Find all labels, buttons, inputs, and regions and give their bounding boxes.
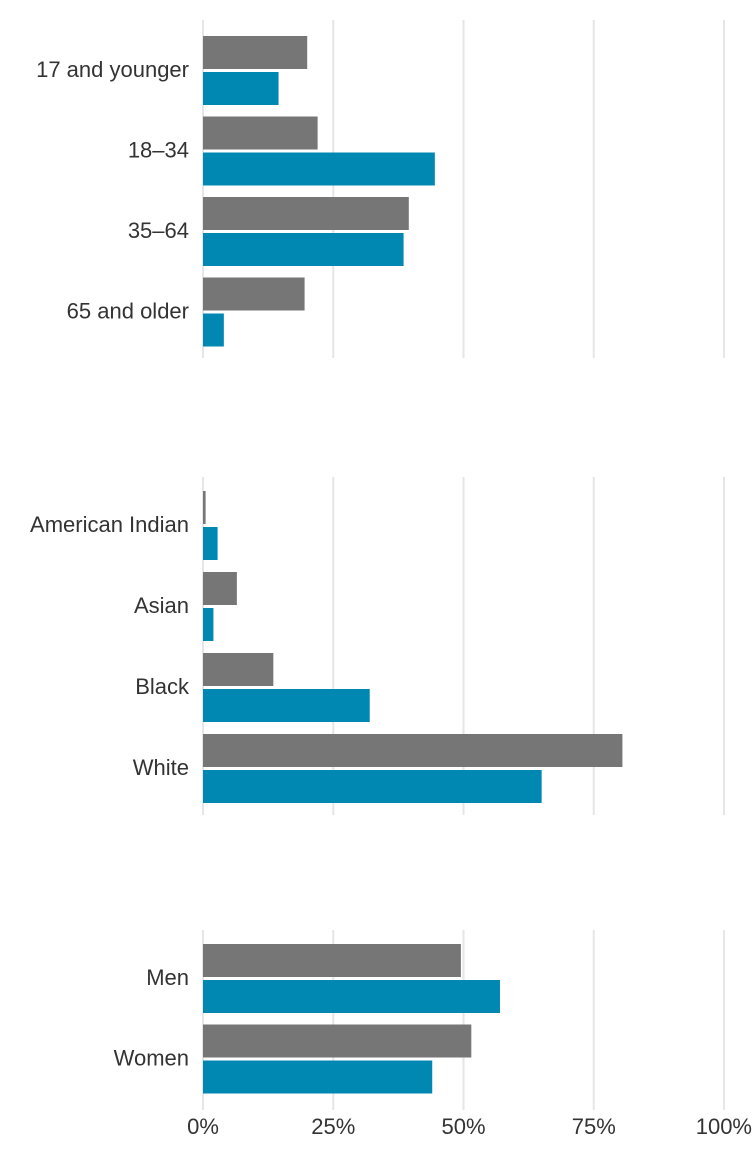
x-tick-label: 100% <box>696 1114 752 1139</box>
bar <box>203 734 623 767</box>
bar <box>203 313 224 347</box>
bar <box>203 653 274 686</box>
category-label: 65 and older <box>67 298 189 323</box>
chart-panel-3: Men Women 0% 25% 50% 75% 100% <box>114 930 752 1139</box>
bar <box>203 944 461 977</box>
bar <box>203 689 370 722</box>
x-tick-label: 25% <box>311 1114 355 1139</box>
bar <box>203 233 404 266</box>
x-tick-label: 75% <box>572 1114 616 1139</box>
bar <box>203 1060 433 1094</box>
chart-panel-1: 17 and younger 18–34 35–64 65 and older <box>36 20 725 358</box>
category-label: White <box>133 755 189 780</box>
bar <box>203 608 214 641</box>
bar <box>203 770 542 803</box>
bar <box>203 152 435 186</box>
category-label: Men <box>146 965 189 990</box>
bar <box>203 36 308 69</box>
x-tick-label: 0% <box>187 1114 219 1139</box>
category-label: American Indian <box>30 512 189 537</box>
bar <box>203 1024 472 1058</box>
bar <box>203 277 305 311</box>
bar <box>203 572 237 605</box>
category-label: 17 and younger <box>36 57 189 82</box>
category-label: 35–64 <box>128 218 189 243</box>
bar <box>203 72 279 105</box>
x-tick-label: 50% <box>441 1114 485 1139</box>
category-label: Black <box>135 674 190 699</box>
category-label: Women <box>114 1045 189 1070</box>
bar <box>203 980 500 1013</box>
bar <box>203 197 409 230</box>
bar <box>203 527 218 560</box>
bar <box>203 116 318 150</box>
category-label: 18–34 <box>128 137 189 162</box>
category-label: Asian <box>134 593 189 618</box>
chart-panel-2: American Indian Asian Black White <box>30 477 725 815</box>
bar <box>203 491 206 524</box>
